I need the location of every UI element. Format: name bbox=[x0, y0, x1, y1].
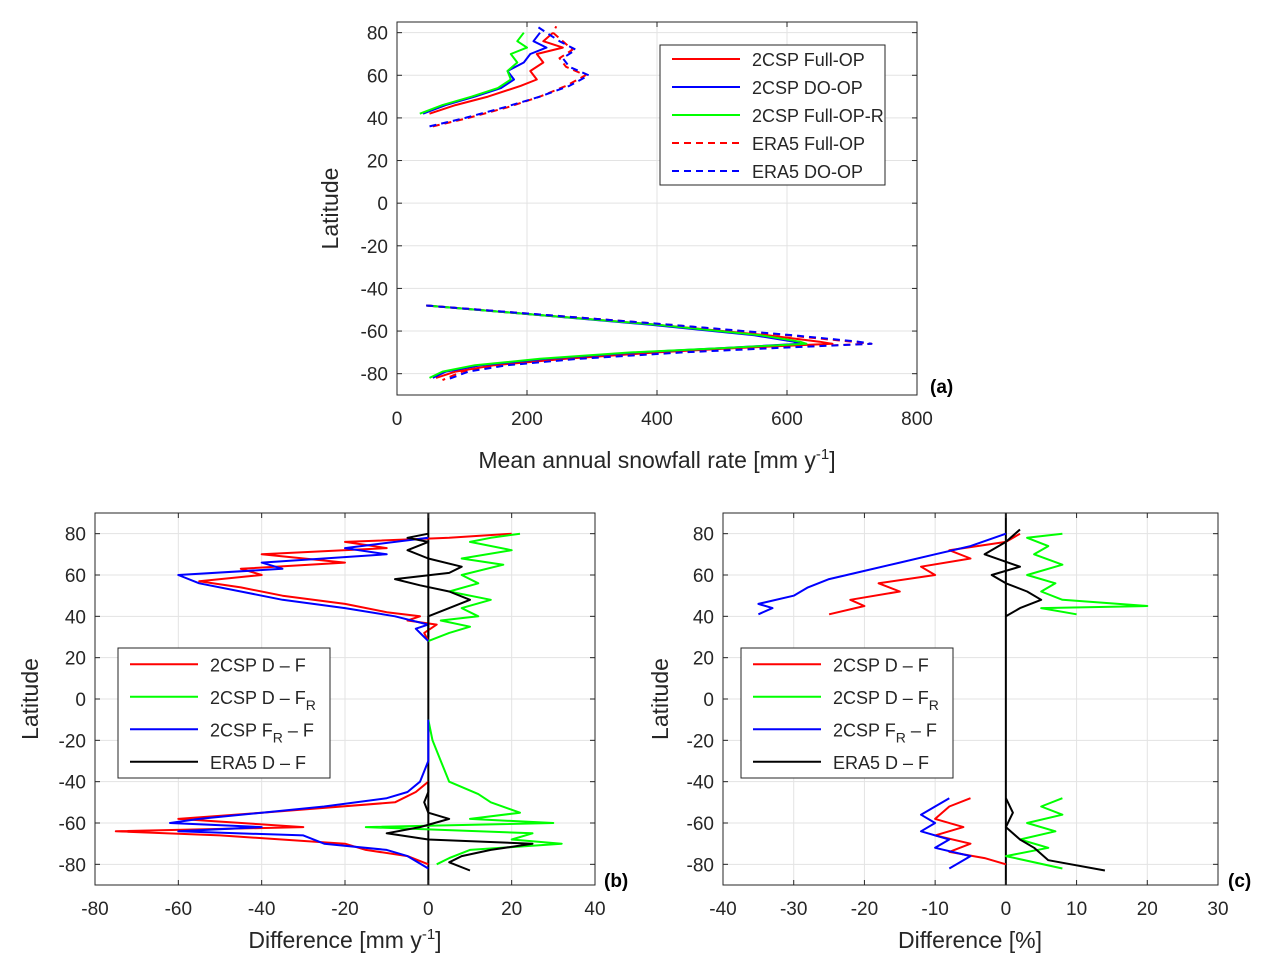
series-line-4 bbox=[385, 532, 534, 872]
panel-c: -40 -30 -20 -10 0 10 20 30 -80 -60 -40 -20 0 20 40 60 80… bbox=[647, 512, 1251, 953]
x-tick-label: -10 bbox=[921, 899, 948, 920]
legend-entry: 2CSP Full-OP-R bbox=[752, 106, 884, 126]
legend-entry: 2CSP DO-OP bbox=[752, 78, 863, 98]
y-tick-label: 0 bbox=[703, 690, 714, 711]
panel-label: (c) bbox=[1228, 871, 1251, 892]
x-tick-label: 400 bbox=[641, 409, 673, 430]
x-tick-label: -80 bbox=[81, 899, 108, 920]
x-tick-label: -40 bbox=[709, 899, 736, 920]
x-tick-label: 800 bbox=[901, 409, 933, 430]
x-tick-label: 0 bbox=[392, 409, 403, 430]
series-line-5 bbox=[426, 25, 873, 382]
legend-entry: 2CSP D – FR bbox=[833, 688, 939, 713]
x-axis-label: Mean annual snowfall rate [mm y-1] bbox=[478, 446, 835, 473]
y-tick-label: -20 bbox=[687, 731, 714, 752]
y-tick-label: -60 bbox=[687, 814, 714, 835]
legend-entry: ERA5 D – F bbox=[833, 753, 929, 773]
y-tick-label: 20 bbox=[65, 649, 86, 670]
x-tick-label: 10 bbox=[1066, 899, 1087, 920]
y-tick-label: 20 bbox=[693, 649, 714, 670]
legend-entry: 2CSP Full-OP bbox=[752, 50, 865, 70]
y-tick-label: 0 bbox=[75, 690, 86, 711]
panel-label: (b) bbox=[604, 871, 628, 892]
legend: 2CSP Full-OP 2CSP DO-OP 2CSP Full-OP-R ERA5… bbox=[659, 44, 886, 186]
y-tick-label: 80 bbox=[65, 525, 86, 546]
y-tick-label: 60 bbox=[367, 66, 388, 87]
y-tick-label: 80 bbox=[693, 525, 714, 546]
series-line-3 bbox=[169, 536, 430, 870]
y-axis-label: Latitude bbox=[17, 658, 43, 740]
y-tick-label: 40 bbox=[367, 109, 388, 130]
x-tick-label: 0 bbox=[1001, 899, 1012, 920]
y-tick-label: -40 bbox=[59, 773, 86, 794]
x-tick-label: -20 bbox=[851, 899, 878, 920]
x-axis-label: Difference [mm y-1] bbox=[248, 926, 441, 953]
x-tick-label: 20 bbox=[1137, 899, 1158, 920]
y-tick-label: -80 bbox=[361, 365, 388, 386]
y-tick-label: 0 bbox=[377, 194, 388, 215]
x-tick-label: 0 bbox=[423, 899, 434, 920]
panel-b: -80 -60 -40 -20 0 20 40 -80 -60 -40 -20 0 20 40 60 80 Di… bbox=[17, 512, 628, 953]
x-tick-label: 600 bbox=[771, 409, 803, 430]
y-axis-label: Latitude bbox=[647, 658, 673, 740]
y-tick-label: -20 bbox=[361, 237, 388, 258]
y-tick-label: -80 bbox=[59, 855, 86, 876]
y-tick-label: -40 bbox=[687, 773, 714, 794]
legend-box bbox=[117, 647, 331, 779]
series-line-3 bbox=[757, 532, 1007, 870]
x-axis-label: Difference [%] bbox=[898, 927, 1042, 953]
legend-entry: ERA5 D – F bbox=[210, 753, 306, 773]
y-tick-label: -20 bbox=[59, 731, 86, 752]
legend-entry: 2CSP FR – F bbox=[833, 720, 937, 745]
y-tick-label: 20 bbox=[367, 152, 388, 173]
y-tick-label: 40 bbox=[693, 607, 714, 628]
panel-a: 0 200 400 600 800 -80 -60 -40 -20 0 20 40 60 80 Mean a… bbox=[317, 21, 953, 473]
x-tick-label: 200 bbox=[511, 409, 543, 430]
legend-entry: 2CSP D – F bbox=[210, 655, 306, 675]
legend: 2CSP D – F 2CSP D – FR 2CSP FR – F ERA5 D –… bbox=[117, 647, 331, 779]
legend-entry: 2CSP D – FR bbox=[210, 688, 316, 713]
legend: 2CSP D – F 2CSP D – FR 2CSP FR – F ERA5 D –… bbox=[740, 647, 954, 779]
series-line-4 bbox=[983, 528, 1106, 872]
x-tick-label: -60 bbox=[165, 899, 192, 920]
panel-label: (a) bbox=[930, 377, 953, 398]
y-tick-label: -60 bbox=[361, 322, 388, 343]
series-line-2 bbox=[1004, 532, 1149, 870]
x-tick-label: -30 bbox=[780, 899, 807, 920]
y-tick-label: 60 bbox=[65, 566, 86, 587]
x-tick-label: -20 bbox=[331, 899, 358, 920]
x-tick-label: 30 bbox=[1207, 899, 1228, 920]
legend-entry: 2CSP FR – F bbox=[210, 720, 314, 745]
y-tick-label: -80 bbox=[687, 855, 714, 876]
legend-entry: ERA5 Full-OP bbox=[752, 134, 865, 154]
y-tick-label: 60 bbox=[693, 566, 714, 587]
legend-entry: ERA5 DO-OP bbox=[752, 162, 863, 182]
x-tick-label: 40 bbox=[584, 899, 605, 920]
y-axis-label: Latitude bbox=[317, 168, 343, 250]
y-tick-label: 40 bbox=[65, 607, 86, 628]
y-tick-label: -60 bbox=[59, 814, 86, 835]
legend-box bbox=[740, 647, 954, 779]
x-tick-label: 20 bbox=[501, 899, 522, 920]
y-tick-label: -40 bbox=[361, 279, 388, 300]
x-tick-label: -40 bbox=[248, 899, 275, 920]
y-tick-label: 80 bbox=[367, 24, 388, 45]
legend-entry: 2CSP D – F bbox=[833, 655, 929, 675]
